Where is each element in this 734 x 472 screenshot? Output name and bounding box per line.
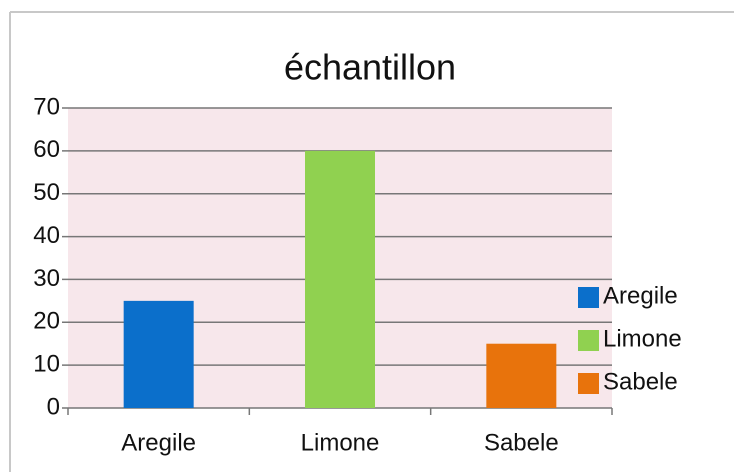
bar	[486, 343, 557, 408]
x-tick-label: Aregile	[121, 429, 196, 456]
x-tick-label: Sabele	[484, 429, 559, 456]
y-tick-label: 50	[33, 179, 60, 206]
y-tick-label: 10	[33, 350, 60, 377]
x-tick-label: Limone	[301, 429, 380, 456]
y-tick-label: 60	[33, 136, 60, 163]
y-tick-label: 30	[33, 265, 60, 292]
bar	[123, 300, 194, 408]
y-tick-label: 70	[33, 93, 60, 120]
legend-label: Aregile	[603, 282, 678, 309]
y-tick-label: 40	[33, 222, 60, 249]
legend-label: Sabele	[603, 368, 678, 395]
y-tick-label: 0	[47, 393, 60, 420]
chart-title: échantillon	[284, 47, 456, 88]
bar	[305, 150, 375, 408]
y-tick-label: 20	[33, 308, 60, 335]
legend-swatch	[578, 330, 599, 351]
legend-label: Limone	[603, 325, 682, 352]
legend-swatch	[578, 373, 599, 394]
legend-swatch	[578, 287, 599, 308]
